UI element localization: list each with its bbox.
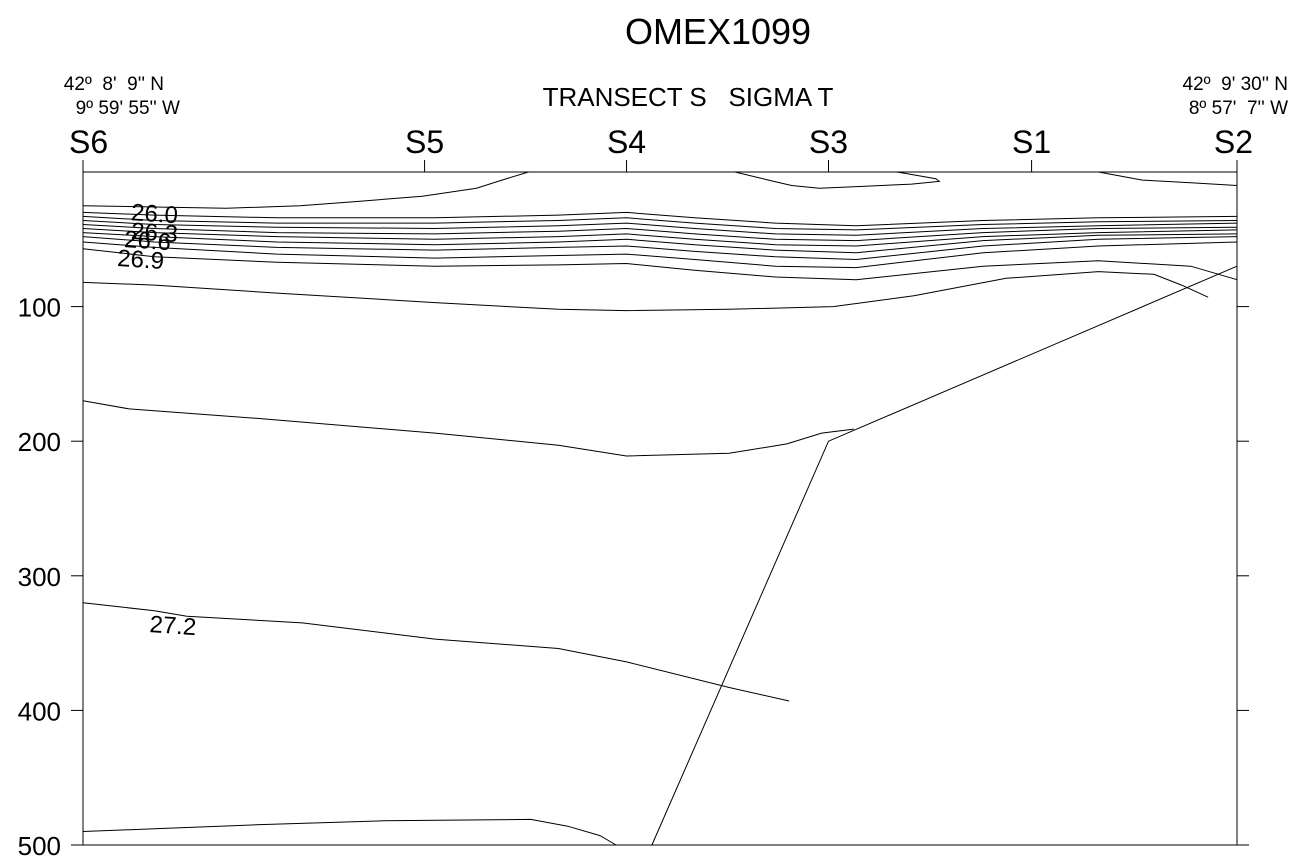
plot-frame (82, 171, 1238, 846)
contour-line-10 (82, 241, 1238, 269)
station-label-s5: S5 (405, 124, 444, 160)
contour-label-2: 26.6 (123, 226, 171, 256)
station-label-s4: S4 (607, 124, 646, 160)
seafloor-profile (651, 265, 1238, 846)
depth-tick-label-300: 300 (18, 562, 61, 592)
station-label-s3: S3 (809, 124, 848, 160)
right-longitude: 8º 57' 7'' W (1189, 98, 1288, 119)
depth-tick-label-400: 400 (18, 696, 61, 726)
contour-line-14 (82, 602, 790, 702)
right-latitude: 42º 9' 30'' N (1183, 74, 1289, 95)
contour-label-1: 26.3 (130, 218, 178, 248)
contour-line-15 (82, 818, 617, 846)
depth-tick-label-500: 500 (18, 831, 61, 861)
contour-label-4: 27.2 (149, 611, 197, 641)
contour-line-12 (82, 271, 1209, 312)
depth-tick-label-200: 200 (18, 427, 61, 457)
plot-border (82, 171, 1238, 846)
contour-line-11 (82, 248, 1238, 281)
contour-line-6 (82, 224, 1238, 242)
contour-line-7 (82, 228, 1238, 247)
station-label-s2: S2 (1214, 124, 1253, 160)
station-label-s6: S6 (69, 124, 108, 160)
contour-line-13 (82, 400, 854, 457)
contour-label-3: 26.9 (116, 245, 164, 275)
contour-line-5 (82, 220, 1238, 236)
contour-line-8 (82, 232, 1238, 254)
contour-line-0 (82, 171, 529, 209)
contour-line-2 (1098, 171, 1238, 186)
depth-tick-label-100: 100 (18, 293, 61, 323)
contour-labels: 26.026.326.626.9 27.2 (116, 199, 197, 641)
depth-axis: 100 200 300 400 500 (18, 293, 1249, 861)
left-longitude: 9º 59' 55'' W (76, 98, 180, 119)
contour-line-9 (82, 236, 1238, 261)
chart-title: OMEX1099 (625, 11, 811, 52)
contour-line-1 (734, 171, 941, 189)
contour-label-0: 26.0 (130, 199, 178, 229)
left-latitude: 42º 8' 9'' N (64, 74, 164, 95)
contour-line-4 (82, 215, 1238, 231)
station-label-s1: S1 (1012, 124, 1051, 160)
contour-line-3 (82, 211, 1238, 227)
chart-subtitle: TRANSECT S SIGMA T (543, 82, 834, 112)
sigma-t-contours (82, 171, 1238, 846)
station-axis: S6 S5 S4 S3 S1 S2 (69, 124, 1253, 172)
seafloor-line (651, 265, 1238, 846)
